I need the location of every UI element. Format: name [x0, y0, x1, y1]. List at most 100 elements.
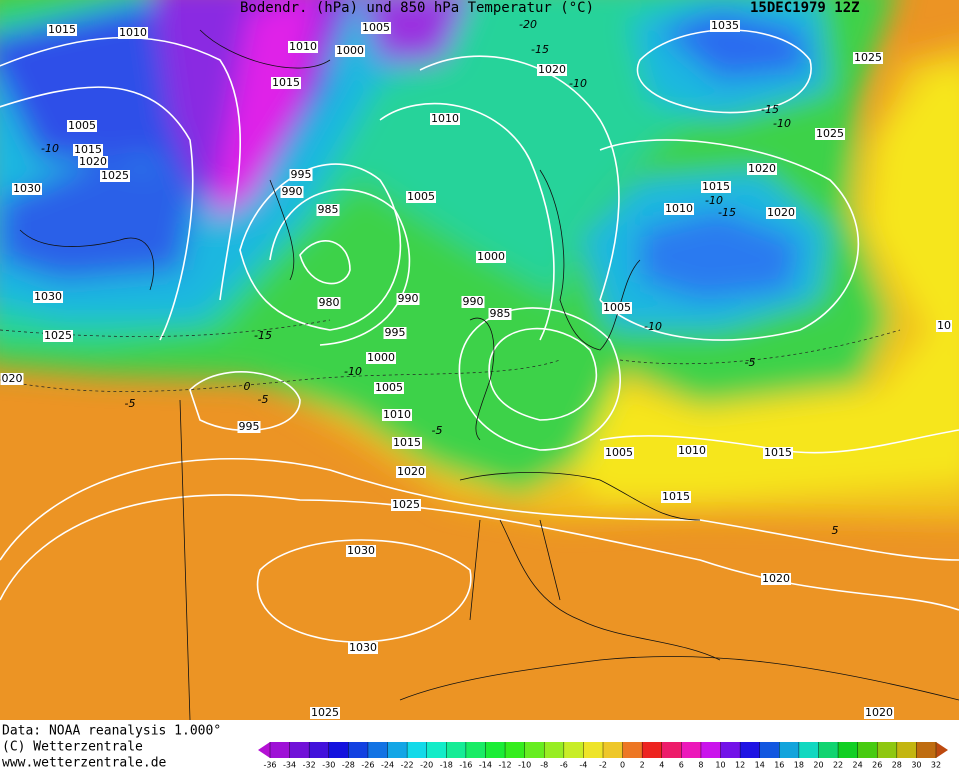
colorbar-label: -12 [499, 761, 512, 770]
isobar-label-bg [815, 128, 845, 140]
colorbar-label: -4 [579, 761, 587, 770]
colorbar: -36 -34 -32 -30 -28 -26 -24 -22 -20 -18 -16 -14 -12-… [258, 742, 948, 770]
colorbar-swatch [524, 742, 545, 758]
temperature-label: 0 [244, 380, 251, 393]
isobar-label-bg [761, 573, 791, 585]
temperature-label: -5 [432, 424, 443, 437]
colorbar-swatch [622, 742, 643, 758]
isobar-label: 1020 [865, 706, 893, 719]
isobar-label: 1025 [44, 329, 72, 342]
isobar-label: 020 [2, 372, 23, 385]
isobar-label: 1015 [393, 436, 421, 449]
isobar-label: 1005 [68, 119, 96, 132]
map-title: Bodendr. (hPa) und 850 hPa Temperatur (°… [240, 0, 594, 16]
temperature-label: -10 [569, 77, 587, 90]
isobar-label-bg [383, 327, 407, 339]
colorbar-swatch [485, 742, 506, 758]
colorbar-label: 2 [640, 761, 645, 770]
colorbar-swatch [720, 742, 741, 758]
isobar-label: 1035 [711, 19, 739, 32]
colorbar-label: -24 [381, 761, 394, 770]
colorbar-swatch [583, 742, 604, 758]
isobar-label-bg [317, 297, 341, 309]
colorbar-swatch [563, 742, 584, 758]
colorbar-label: -22 [401, 761, 414, 770]
isobar-label-bg [118, 27, 148, 39]
temperature-label: -15 [761, 103, 779, 116]
isobar-label-bg [488, 308, 512, 320]
colorbar-label: 26 [872, 761, 882, 770]
isobar-label-bg [392, 437, 422, 449]
isobar-label: 1025 [101, 169, 129, 182]
isobar-label: 980 [319, 296, 340, 309]
isobar-label-bg [374, 382, 404, 394]
isobar-label-bg [710, 20, 740, 32]
colorbar-swatch [387, 742, 408, 758]
colorbar-label: 22 [833, 761, 843, 770]
isobar-label-bg [406, 191, 436, 203]
temperature-label: -10 [41, 142, 59, 155]
colorbar-label: -26 [361, 761, 374, 770]
temperature-label: -10 [644, 320, 662, 333]
temperature-label: -15 [718, 206, 736, 219]
colorbar-swatch [779, 742, 800, 758]
temperature-label: -15 [254, 329, 272, 342]
colorbar-label: -14 [479, 761, 492, 770]
colorbar-swatch [838, 742, 859, 758]
colorbar-swatch [328, 742, 349, 758]
isobar-label: 1005 [362, 21, 390, 34]
isobar-label-bg [430, 113, 460, 125]
isobar-label-bg [316, 204, 340, 216]
isobar-label-bg [271, 77, 301, 89]
isobar-label-bg [664, 203, 694, 215]
isobar-label-bg [396, 293, 420, 305]
colorbar-label: 10 [715, 761, 725, 770]
isobar-label-bg [335, 45, 365, 57]
colorbar-label: 24 [853, 761, 863, 770]
colorbar-label: 0 [620, 761, 625, 770]
isobar-label-bg [476, 251, 506, 263]
isobar-label: 1030 [34, 290, 62, 303]
colorbar-swatch [289, 742, 310, 758]
isobar-label-bg [701, 181, 731, 193]
colorbar-label: 28 [892, 761, 902, 770]
isobar-label-bg [348, 642, 378, 654]
colorbar-label: -30 [322, 761, 335, 770]
colorbar-swatch [348, 742, 369, 758]
isobar-label: 1020 [762, 572, 790, 585]
isobar-label: 990 [463, 295, 484, 308]
isobar-label-bg [67, 120, 97, 132]
colorbar-arrow-left [258, 742, 270, 758]
isobar-label-bg [661, 491, 691, 503]
isobar-label-bg [853, 52, 883, 64]
isobar-label: 985 [318, 203, 339, 216]
isobar-label: 10 [937, 319, 951, 332]
colorbar-label: 6 [679, 761, 684, 770]
colorbar-label: 32 [931, 761, 941, 770]
isobar-label-bg [766, 207, 796, 219]
colorbar-label: 16 [774, 761, 784, 770]
isobar-label-bg [346, 545, 376, 557]
colorbar-label: -34 [283, 761, 296, 770]
colorbar-label: 20 [813, 761, 823, 770]
colorbar-label: -18 [440, 761, 453, 770]
isobar-label: 990 [398, 292, 419, 305]
isobar-label: 1010 [431, 112, 459, 125]
temperature-label: -5 [258, 393, 269, 406]
colorbar-label: 12 [735, 761, 745, 770]
colorbar-swatch [505, 742, 526, 758]
isobar-label-bg [936, 320, 952, 332]
isobar-label: 1020 [767, 206, 795, 219]
colorbar-label: -6 [560, 761, 568, 770]
footer-copyright: (C) Wetterzentrale [2, 740, 143, 755]
isobar-label-bg [602, 302, 632, 314]
colorbar-arrow-right [936, 742, 948, 758]
isobar-label-bg [280, 186, 304, 198]
colorbar-swatch [818, 742, 839, 758]
isobar-label-bg [537, 64, 567, 76]
isobar-label: 1010 [665, 202, 693, 215]
isobar-label: 1000 [336, 44, 364, 57]
colorbar-label: 4 [659, 761, 664, 770]
isobar-label: 1015 [48, 23, 76, 36]
